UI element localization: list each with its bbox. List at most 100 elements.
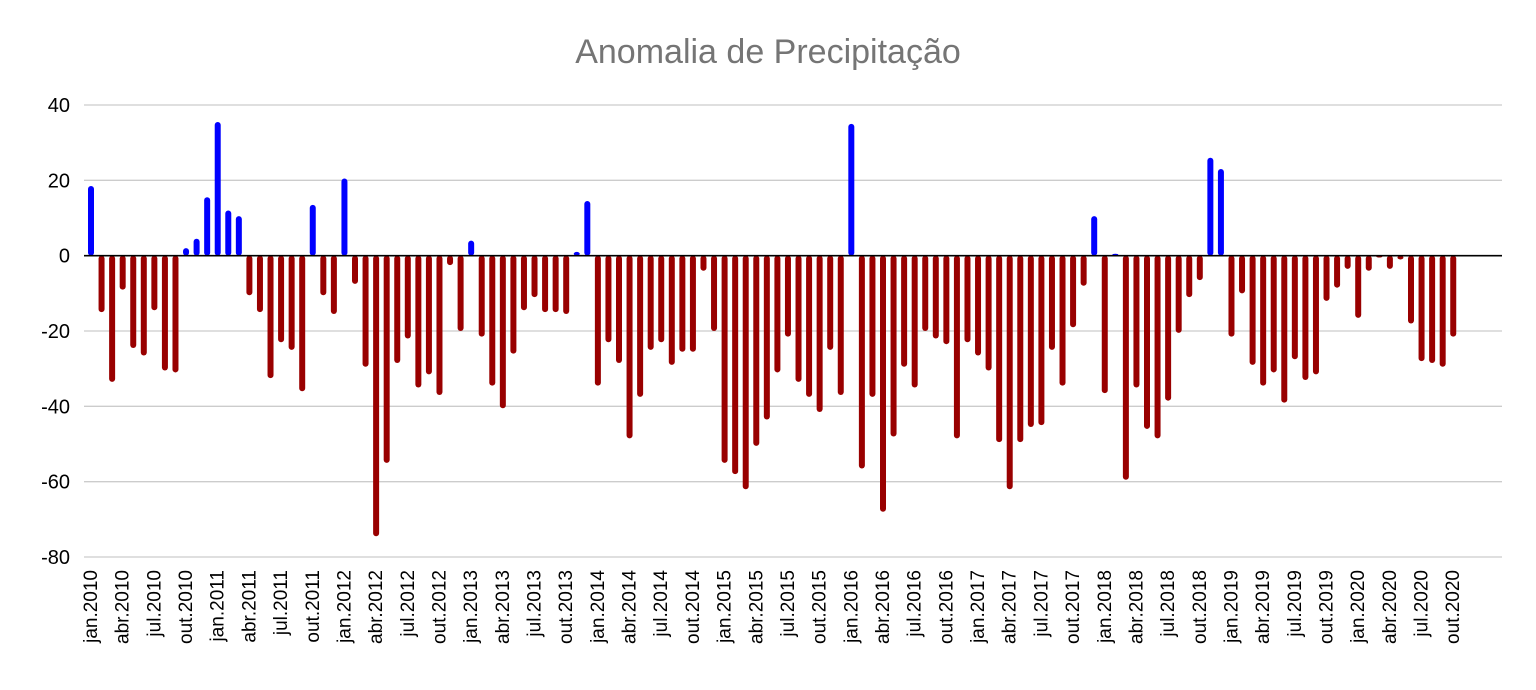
bar: [1281, 255, 1288, 403]
bar: [140, 255, 147, 356]
bar: [742, 255, 749, 490]
y-tick-label: -40: [41, 396, 70, 418]
x-tick-label: out.2013: [556, 570, 577, 644]
y-tick-label: 0: [59, 246, 70, 268]
bar: [774, 255, 781, 373]
bar: [1270, 255, 1277, 373]
bar: [584, 201, 591, 256]
y-tick-label: -60: [41, 472, 70, 494]
bar: [1334, 255, 1341, 288]
bar: [721, 255, 728, 463]
bar: [1144, 255, 1150, 429]
x-tick-label: jan.2010: [81, 570, 102, 644]
x-tick-label: jan.2013: [461, 570, 482, 644]
bar: [267, 255, 274, 379]
bar: [1186, 255, 1193, 298]
bar: [1059, 255, 1066, 386]
bar: [1101, 255, 1108, 394]
bar: [499, 255, 506, 409]
bar: [837, 255, 844, 396]
bar: [235, 216, 242, 256]
bar: [1122, 255, 1129, 480]
bar: [858, 255, 865, 469]
bar: [204, 197, 211, 256]
bar: [320, 255, 327, 296]
bar: [795, 255, 802, 382]
x-tick-label: out.2019: [1317, 570, 1338, 644]
bar: [478, 255, 485, 337]
y-axis-ticks: 40 20 0 -20 -40 -60 -80: [41, 95, 70, 569]
bars: [88, 121, 1457, 537]
bar: [309, 204, 316, 256]
bar: [1207, 157, 1214, 256]
bar: [510, 255, 517, 354]
bar: [637, 255, 644, 397]
x-tick-label: abr.2011: [239, 570, 260, 643]
bar: [943, 255, 950, 345]
bar: [679, 255, 686, 352]
bar: [605, 255, 612, 343]
bar: [1175, 255, 1182, 333]
bar: [1408, 255, 1414, 324]
bar: [1165, 255, 1172, 401]
x-tick-label: abr.2018: [1126, 570, 1147, 644]
bar: [352, 255, 358, 284]
bar: [901, 255, 908, 367]
x-tick-label: jan.2017: [968, 570, 989, 644]
x-tick-label: jul.2010: [144, 570, 165, 638]
x-tick-label: out.2018: [1190, 570, 1211, 644]
bar: [1154, 255, 1161, 439]
bar: [869, 255, 876, 397]
bar: [520, 255, 527, 311]
x-tick-label: abr.2013: [493, 570, 514, 644]
bar: [1312, 255, 1319, 375]
bar: [1239, 255, 1246, 294]
x-tick-label: jul.2011: [271, 570, 292, 636]
bar: [1038, 255, 1045, 426]
chart-title: Anomalia de Precipitação: [575, 33, 961, 71]
x-tick-label: jan.2018: [1095, 570, 1116, 644]
x-tick-label: jul.2017: [1031, 570, 1052, 638]
x-tick-label: jul.2016: [905, 570, 926, 638]
bar: [299, 255, 306, 392]
bar: [288, 255, 295, 350]
bar: [225, 210, 232, 256]
gridlines: [84, 104, 1502, 558]
bar: [700, 255, 707, 271]
x-tick-label: abr.2016: [873, 570, 894, 644]
bar: [278, 255, 285, 343]
bar: [1228, 255, 1235, 337]
x-tick-label: jan.2015: [715, 570, 736, 644]
bar: [341, 178, 348, 256]
bar: [563, 255, 570, 315]
bar: [763, 255, 770, 420]
bar: [1027, 255, 1034, 428]
x-tick-label: out.2017: [1063, 570, 1084, 644]
bar: [457, 255, 464, 331]
x-tick-label: abr.2020: [1380, 570, 1401, 644]
y-tick-label: -80: [41, 547, 70, 569]
bar: [848, 123, 855, 256]
bar: [975, 255, 982, 356]
bar: [468, 240, 475, 256]
x-tick-label: jul.2018: [1158, 570, 1179, 638]
bar: [1260, 255, 1267, 386]
bar: [151, 255, 158, 311]
bar: [1397, 255, 1404, 260]
bar: [689, 255, 696, 352]
bar: [996, 255, 1003, 443]
bar: [753, 255, 760, 446]
bar: [1439, 255, 1446, 367]
x-tick-label: abr.2014: [620, 570, 641, 644]
bar: [542, 255, 549, 313]
bar: [1429, 255, 1436, 364]
x-tick-label: out.2014: [683, 570, 704, 644]
bar: [932, 255, 939, 339]
x-tick-label: jan.2014: [588, 570, 609, 644]
bar: [436, 255, 443, 396]
bar: [214, 121, 221, 256]
bar: [1418, 255, 1425, 362]
x-tick-label: abr.2012: [366, 570, 387, 644]
bar: [573, 251, 580, 256]
bar: [404, 255, 411, 339]
